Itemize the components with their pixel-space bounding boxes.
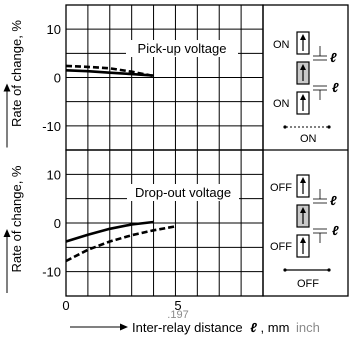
arrow-up-icon-head: [300, 94, 306, 100]
chart-title: Drop-out voltage: [135, 185, 231, 200]
drop-out-voltage-panel: 10 0 -10 Rate of change, % Drop-out voltage: [3, 149, 264, 297]
gap-symbol: ℓ: [330, 193, 337, 208]
x-axis-symbol: ℓ: [250, 320, 257, 335]
y-axis-arrow-head: [3, 83, 11, 92]
legend-line-label: OFF: [297, 278, 319, 290]
legend-state-label: ON: [273, 39, 290, 51]
x-axis-title-text: Inter-relay distance: [132, 320, 243, 335]
x-axis-unit-alt: inch: [296, 320, 320, 335]
x-axis-arrow-head: [120, 323, 128, 331]
arrow-up-icon-head: [300, 34, 306, 40]
legend-state-label: OFF: [270, 241, 292, 253]
arrow-up-icon-head: [300, 64, 306, 70]
pick-up-voltage-panel: 10 0 -10 Rate of change, % Pick-up voltage: [3, 4, 264, 151]
gap-symbol: ℓ: [330, 50, 337, 65]
x-axis-title: Inter-relay distance ℓ , mm inch: [132, 320, 320, 335]
y-tick-label: 10: [47, 22, 61, 37]
arrow-up-icon-head: [300, 207, 306, 213]
series-line-solid: [65, 220, 154, 243]
legend-off-diagram: OFF OFF ℓ ℓ OFF: [270, 174, 339, 290]
gap-symbol: ℓ: [332, 80, 339, 95]
y-tick-label: 10: [47, 167, 61, 182]
x-tick-secondary-label: .197: [167, 309, 188, 321]
y-axis-arrow-head: [3, 229, 11, 237]
y-tick-label: -10: [42, 265, 61, 280]
legend-state-label: OFF: [270, 182, 292, 194]
legend-state-label: ON: [273, 98, 290, 110]
legend-line-endpoint: [283, 125, 287, 129]
x-tick-label: 0: [62, 298, 69, 313]
x-tick-label: 5: [174, 298, 181, 313]
series-line-solid: [65, 69, 154, 77]
legend-on-diagram: ON ON ℓ ℓ ON: [273, 31, 339, 145]
legend-line-label: ON: [300, 133, 317, 145]
arrow-up-icon-head: [300, 177, 306, 183]
y-axis-title: Rate of change, %: [9, 165, 24, 272]
legend-line-endpoint: [283, 268, 287, 272]
series-line-dashed: [65, 225, 176, 263]
legend-line-endpoint: [327, 125, 331, 129]
series-line-dashed: [65, 64, 154, 78]
legend-line-endpoint: [327, 268, 331, 272]
arrow-up-icon-head: [300, 237, 306, 243]
y-tick-label: 0: [54, 71, 61, 86]
y-tick-label: 0: [54, 216, 61, 231]
x-axis-unit: , mm: [261, 320, 290, 335]
y-tick-label: -10: [42, 119, 61, 134]
y-axis-title: Rate of change, %: [9, 20, 24, 127]
title-background: [127, 184, 239, 201]
x-axis: 0 5 .197 Inter-relay distance ℓ , mm inc…: [62, 298, 320, 335]
chart-title: Pick-up voltage: [138, 41, 227, 56]
title-background: [126, 40, 238, 57]
gap-symbol: ℓ: [332, 223, 339, 238]
